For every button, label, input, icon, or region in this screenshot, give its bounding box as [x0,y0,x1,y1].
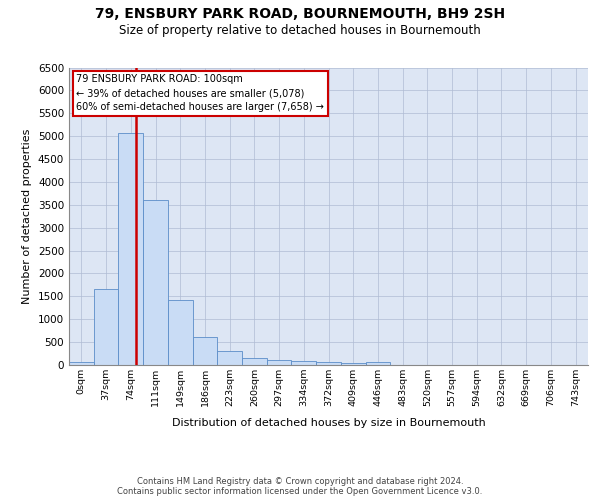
Bar [94,290,118,365]
Bar [242,358,267,365]
Bar [292,362,316,365]
Bar [365,362,390,365]
Text: Contains HM Land Registry data © Crown copyright and database right 2024.
Contai: Contains HM Land Registry data © Crown c… [118,476,482,496]
Text: Size of property relative to detached houses in Bournemouth: Size of property relative to detached ho… [119,24,481,37]
Y-axis label: Number of detached properties: Number of detached properties [22,128,32,304]
Bar [267,360,292,365]
Text: Distribution of detached houses by size in Bournemouth: Distribution of detached houses by size … [172,418,485,428]
Bar [341,363,365,365]
Bar [168,300,193,365]
Bar [193,336,217,365]
Bar [217,352,242,365]
Bar [316,362,341,365]
Text: 79 ENSBURY PARK ROAD: 100sqm
← 39% of detached houses are smaller (5,078)
60% of: 79 ENSBURY PARK ROAD: 100sqm ← 39% of de… [76,74,324,112]
Bar [118,132,143,365]
Bar [69,362,94,365]
Text: 79, ENSBURY PARK ROAD, BOURNEMOUTH, BH9 2SH: 79, ENSBURY PARK ROAD, BOURNEMOUTH, BH9 … [95,8,505,22]
Bar [143,200,168,365]
